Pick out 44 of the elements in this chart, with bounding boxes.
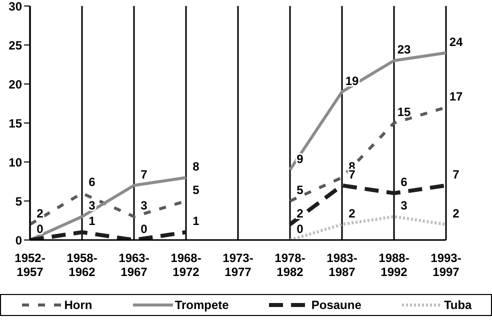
x-tick-label: 1952-1957 bbox=[14, 251, 46, 279]
x-tick-label: 1968-1972 bbox=[170, 251, 202, 279]
data-label: 3 bbox=[88, 198, 96, 213]
data-label: 0 bbox=[36, 222, 44, 236]
x-tick-label: 1958-1962 bbox=[66, 251, 98, 279]
data-label: 0 bbox=[140, 222, 148, 236]
y-tick-label: 10 bbox=[8, 155, 22, 170]
y-tick-label: 15 bbox=[8, 116, 22, 130]
data-label: 6 bbox=[400, 175, 408, 190]
data-label: 8 bbox=[192, 160, 200, 174]
x-tick-label: 1983-1987 bbox=[326, 251, 358, 279]
y-tick-label: 5 bbox=[15, 194, 22, 208]
data-label: 5 bbox=[192, 183, 200, 197]
y-tick-label: 30 bbox=[8, 0, 22, 14]
y-tick-label: 25 bbox=[8, 38, 22, 52]
data-label: 2 bbox=[452, 206, 460, 220]
data-label: 17 bbox=[449, 89, 463, 104]
data-label: 3 bbox=[140, 198, 148, 213]
data-label: 1 bbox=[192, 214, 200, 228]
x-tick-label: 1973-1977 bbox=[222, 251, 254, 279]
y-tick-label: 0 bbox=[15, 233, 22, 248]
data-label: 15 bbox=[397, 105, 411, 119]
data-label: 1 bbox=[88, 214, 96, 228]
data-label: 19 bbox=[345, 74, 359, 88]
y-tick-label: 20 bbox=[8, 77, 22, 92]
legend-label: Tuba bbox=[444, 298, 472, 312]
data-label: 2 bbox=[36, 206, 44, 220]
x-tick-label: 1963-1967 bbox=[118, 251, 150, 279]
x-tick-label: 1993-1997 bbox=[430, 251, 462, 279]
data-label: 24 bbox=[449, 34, 463, 49]
data-label: 3 bbox=[400, 198, 408, 213]
data-label: 2 bbox=[348, 206, 356, 220]
data-label: 0 bbox=[296, 222, 304, 236]
data-label: 7 bbox=[452, 167, 460, 182]
data-label: 5 bbox=[296, 183, 304, 197]
data-label: 6 bbox=[88, 175, 96, 190]
x-tick-label: 1978-1982 bbox=[274, 251, 306, 279]
legend-label: Posaune bbox=[311, 298, 362, 312]
data-label: 23 bbox=[397, 42, 411, 57]
data-label: 9 bbox=[296, 152, 304, 166]
x-tick-label: 1988-1992 bbox=[378, 251, 410, 279]
legend-label: Horn bbox=[64, 298, 92, 312]
data-label: 7 bbox=[140, 167, 148, 182]
legend-label: Trompete bbox=[174, 298, 229, 312]
